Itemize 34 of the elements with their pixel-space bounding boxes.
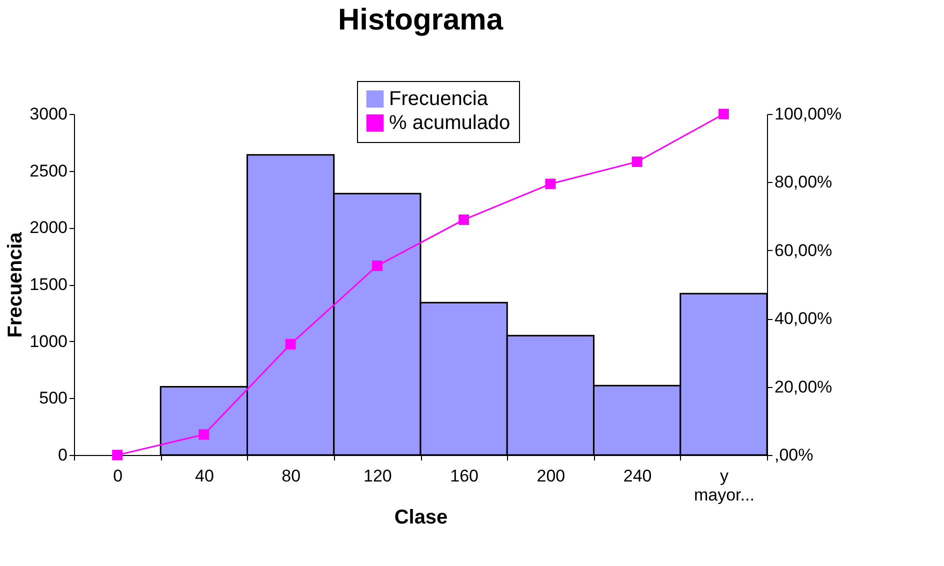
y-tick-label: 1500 — [30, 275, 68, 294]
point — [112, 450, 123, 460]
x-tick-label: 120 — [364, 466, 392, 486]
y2-tick-label: 80,00% — [774, 172, 832, 192]
point — [372, 260, 382, 271]
y-tick-label: 2500 — [30, 161, 68, 180]
x-tick-label: 200 — [536, 466, 566, 486]
y2-tick-label: 60,00% — [774, 240, 832, 260]
x-axis-title: Clase — [394, 506, 448, 528]
point — [198, 429, 210, 440]
point — [718, 108, 729, 120]
x-tick-label: 80 — [282, 466, 301, 486]
legend-label: Frecuencia — [389, 88, 489, 110]
y-axis-title: Frecuencia — [4, 231, 27, 338]
x-tick-label: 160 — [450, 466, 478, 486]
y-tick-label: 0 — [58, 446, 68, 464]
y-tick-label: 3000 — [30, 104, 68, 124]
y2-tick-label: 20,00% — [774, 377, 832, 396]
legend-label: % acumulado — [389, 112, 510, 134]
point — [545, 178, 556, 190]
chart-title: Histograma — [338, 4, 504, 36]
y-tick-label: 1000 — [30, 332, 68, 351]
x-tick-label: 40 — [194, 466, 214, 486]
x-tick-label: 0 — [113, 466, 123, 486]
point — [458, 214, 470, 225]
y2-tick-label: 100,00% — [774, 104, 842, 124]
point — [285, 338, 296, 350]
x-tick-label: 240 — [623, 466, 652, 486]
point — [632, 156, 642, 167]
y-tick-label: 2000 — [30, 218, 68, 238]
y-tick-label: 500 — [39, 388, 68, 408]
x-tick-label: y mayor... — [694, 466, 754, 504]
y2-tick-label: ,00% — [774, 446, 814, 464]
y2-tick-label: 40,00% — [774, 309, 832, 328]
